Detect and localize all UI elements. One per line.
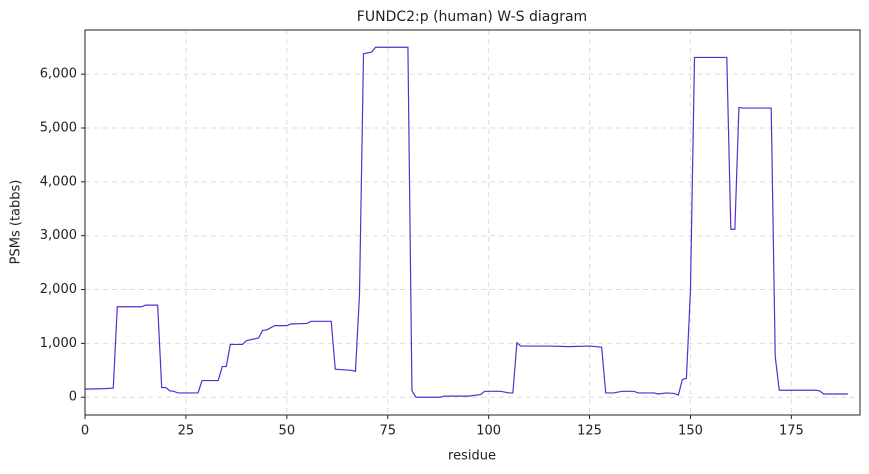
y-tick-label: 5,000	[40, 121, 77, 136]
y-tick-label: 4,000	[40, 174, 77, 189]
chart-title: FUNDC2:p (human) W-S diagram	[357, 9, 587, 25]
y-tick-label: 2,000	[40, 282, 77, 297]
y-axis-label: PSMs (tabbs)	[9, 180, 24, 265]
y-tick-label: 3,000	[40, 228, 77, 243]
plot-frame	[84, 29, 861, 416]
x-tick-label: 75	[379, 424, 396, 439]
x-axis-label: residue	[448, 449, 496, 464]
x-tick-label: 100	[476, 424, 501, 439]
x-tick-label: 0	[81, 424, 89, 439]
x-tick-label: 150	[678, 424, 703, 439]
y-tick-label: 6,000	[40, 67, 77, 82]
data-line	[84, 46, 848, 398]
x-tick-label: 25	[178, 424, 195, 439]
x-tick-label: 175	[779, 424, 804, 439]
x-tick-label: 125	[577, 424, 602, 439]
y-tick-label: 0	[69, 390, 77, 405]
y-tick-label: 1,000	[40, 336, 77, 351]
x-tick-label: 50	[279, 424, 296, 439]
